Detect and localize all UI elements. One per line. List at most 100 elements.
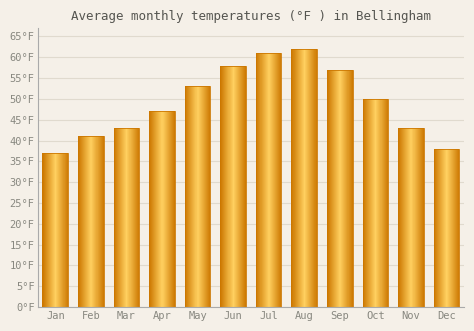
Bar	[338, 70, 339, 307]
Bar	[171, 111, 172, 307]
Bar	[220, 66, 246, 307]
Bar	[221, 66, 222, 307]
Bar	[191, 86, 192, 307]
Bar	[83, 136, 84, 307]
Bar	[303, 49, 304, 307]
Bar	[122, 128, 123, 307]
Bar	[272, 53, 273, 307]
Bar	[172, 111, 173, 307]
Bar	[209, 86, 210, 307]
Bar	[258, 53, 259, 307]
Bar	[152, 111, 153, 307]
Bar	[174, 111, 175, 307]
Bar	[126, 128, 127, 307]
Bar	[118, 128, 119, 307]
Bar	[342, 70, 343, 307]
Bar	[292, 49, 317, 307]
Bar	[228, 66, 229, 307]
Bar	[446, 149, 447, 307]
Bar	[127, 128, 128, 307]
Bar	[268, 53, 269, 307]
Bar	[229, 66, 230, 307]
Bar	[59, 153, 60, 307]
Bar	[418, 128, 419, 307]
Bar	[379, 99, 380, 307]
Bar	[259, 53, 260, 307]
Bar	[89, 136, 90, 307]
Bar	[416, 128, 417, 307]
Bar	[350, 70, 351, 307]
Bar	[203, 86, 204, 307]
Bar	[400, 128, 401, 307]
Bar	[269, 53, 270, 307]
Bar	[273, 53, 274, 307]
Bar	[157, 111, 158, 307]
Bar	[166, 111, 167, 307]
Bar	[381, 99, 382, 307]
Bar	[449, 149, 450, 307]
Bar	[443, 149, 444, 307]
Bar	[399, 128, 400, 307]
Bar	[150, 111, 151, 307]
Bar	[125, 128, 126, 307]
Bar	[96, 136, 97, 307]
Bar	[231, 66, 232, 307]
Bar	[344, 70, 345, 307]
Bar	[81, 136, 82, 307]
Bar	[452, 149, 453, 307]
Bar	[270, 53, 271, 307]
Bar	[453, 149, 454, 307]
Bar	[160, 111, 161, 307]
Bar	[61, 153, 62, 307]
Bar	[238, 66, 239, 307]
Bar	[200, 86, 201, 307]
Bar	[457, 149, 458, 307]
Bar	[422, 128, 423, 307]
Bar	[103, 136, 104, 307]
Bar	[407, 128, 408, 307]
Bar	[409, 128, 410, 307]
Bar	[330, 70, 331, 307]
Bar	[51, 153, 52, 307]
Bar	[294, 49, 295, 307]
Bar	[375, 99, 376, 307]
Bar	[222, 66, 223, 307]
Bar	[371, 99, 372, 307]
Bar	[380, 99, 381, 307]
Bar	[86, 136, 87, 307]
Bar	[154, 111, 155, 307]
Bar	[423, 128, 424, 307]
Bar	[158, 111, 159, 307]
Bar	[274, 53, 275, 307]
Bar	[266, 53, 267, 307]
Bar	[161, 111, 162, 307]
Bar	[369, 99, 370, 307]
Bar	[137, 128, 138, 307]
Bar	[445, 149, 446, 307]
Bar	[186, 86, 187, 307]
Bar	[386, 99, 387, 307]
Bar	[334, 70, 335, 307]
Bar	[383, 99, 384, 307]
Bar	[310, 49, 311, 307]
Bar	[116, 128, 117, 307]
Bar	[206, 86, 207, 307]
Bar	[156, 111, 157, 307]
Bar	[208, 86, 209, 307]
Bar	[419, 128, 420, 307]
Bar	[245, 66, 246, 307]
Bar	[279, 53, 280, 307]
Bar	[278, 53, 279, 307]
Bar	[132, 128, 133, 307]
Bar	[265, 53, 266, 307]
Bar	[351, 70, 352, 307]
Bar	[328, 70, 329, 307]
Bar	[435, 149, 436, 307]
Bar	[374, 99, 375, 307]
Bar	[52, 153, 53, 307]
Bar	[401, 128, 402, 307]
Bar	[58, 153, 59, 307]
Bar	[298, 49, 299, 307]
Bar	[337, 70, 338, 307]
Bar	[84, 136, 85, 307]
